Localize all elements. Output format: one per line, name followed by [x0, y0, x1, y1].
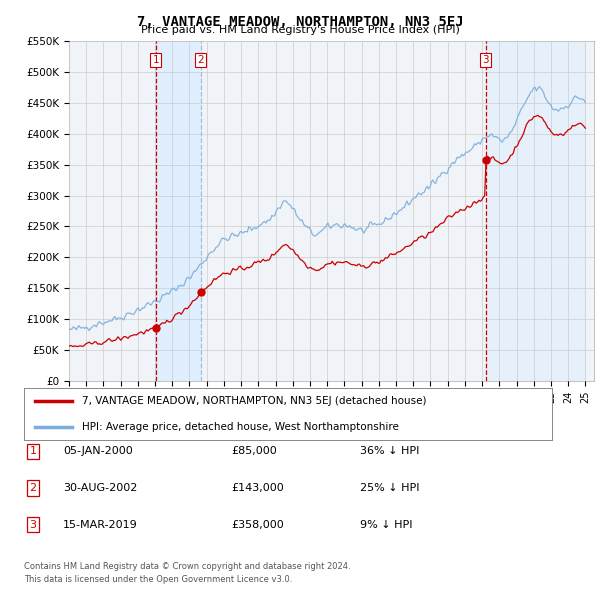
Text: 05-JAN-2000: 05-JAN-2000: [63, 447, 133, 456]
Text: Contains HM Land Registry data © Crown copyright and database right 2024.: Contains HM Land Registry data © Crown c…: [24, 562, 350, 571]
Text: 25% ↓ HPI: 25% ↓ HPI: [360, 483, 419, 493]
Text: 9% ↓ HPI: 9% ↓ HPI: [360, 520, 413, 529]
Text: 3: 3: [482, 55, 489, 65]
Text: £85,000: £85,000: [231, 447, 277, 456]
Text: This data is licensed under the Open Government Licence v3.0.: This data is licensed under the Open Gov…: [24, 575, 292, 584]
Text: 7, VANTAGE MEADOW, NORTHAMPTON, NN3 5EJ (detached house): 7, VANTAGE MEADOW, NORTHAMPTON, NN3 5EJ …: [82, 396, 427, 405]
Text: 7, VANTAGE MEADOW, NORTHAMPTON, NN3 5EJ: 7, VANTAGE MEADOW, NORTHAMPTON, NN3 5EJ: [137, 15, 463, 29]
Bar: [486, 41, 586, 381]
Text: HPI: Average price, detached house, West Northamptonshire: HPI: Average price, detached house, West…: [82, 422, 399, 431]
Text: Price paid vs. HM Land Registry's House Price Index (HPI): Price paid vs. HM Land Registry's House …: [140, 25, 460, 35]
Bar: [156, 41, 201, 381]
Text: 15-MAR-2019: 15-MAR-2019: [63, 520, 138, 529]
Text: 36% ↓ HPI: 36% ↓ HPI: [360, 447, 419, 456]
Text: 2: 2: [29, 483, 37, 493]
Text: 2: 2: [197, 55, 204, 65]
Text: £358,000: £358,000: [231, 520, 284, 529]
Text: 1: 1: [152, 55, 159, 65]
Text: 3: 3: [29, 520, 37, 529]
Text: £143,000: £143,000: [231, 483, 284, 493]
Text: 1: 1: [29, 447, 37, 456]
Text: 30-AUG-2002: 30-AUG-2002: [63, 483, 137, 493]
